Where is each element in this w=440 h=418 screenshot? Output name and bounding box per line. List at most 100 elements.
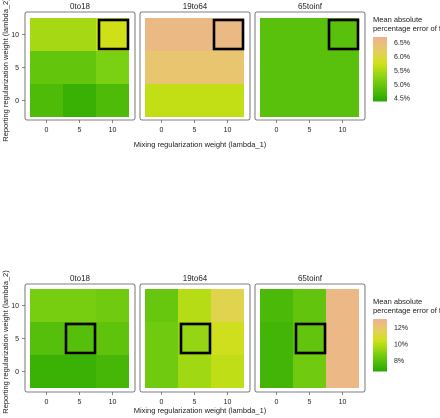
legend-swatch (373, 319, 387, 322)
y-tick-label: 0 (15, 369, 19, 376)
legend-title-line-2: percentage error of fit (373, 24, 440, 33)
legend-swatch (373, 39, 387, 43)
legend-swatch (373, 321, 387, 324)
legend-tick-label: 6.5% (394, 40, 410, 47)
x-tick-label: 10 (109, 127, 117, 134)
legend-title-line-1: Mean absolute (373, 15, 422, 24)
highlight-box (179, 322, 212, 355)
x-tick-label: 10 (109, 399, 117, 406)
cell-x10-y0 (96, 355, 129, 388)
legend-swatch (373, 66, 387, 70)
legend-swatch (373, 334, 387, 337)
legend-swatch (373, 55, 387, 59)
x-tick-label: 5 (78, 127, 82, 134)
cell-x10-y0 (211, 355, 244, 388)
x-axis-label: Mixing regularization weight (lambda_1) (134, 140, 267, 149)
legend-swatch (373, 336, 387, 339)
panel-65toinf: 65toinf 0 5 10 (254, 274, 366, 406)
legend-swatch (373, 368, 387, 372)
legend-swatch (373, 347, 387, 350)
legend-swatch (373, 362, 387, 365)
legend-swatch (373, 327, 387, 331)
cell-x5-y5 (293, 51, 326, 84)
cell-x10-y10 (326, 18, 359, 51)
cell-x10-y0 (211, 84, 244, 117)
legend-swatch (373, 345, 387, 348)
legend-swatch (373, 74, 387, 78)
legend-swatch (373, 364, 387, 368)
x-tick-label: 5 (78, 399, 82, 406)
cell-x0-y0 (260, 84, 293, 117)
cell-x5-y5 (178, 51, 211, 84)
legend-swatch (373, 53, 387, 57)
legend-swatch (373, 349, 387, 352)
legend-swatch (373, 340, 387, 344)
panel-title: 65toinf (298, 274, 323, 283)
legend-swatch (373, 353, 387, 357)
highlight-box (64, 322, 97, 355)
panel-19to64: 19to64 0 5 10 (139, 274, 251, 406)
cell-x5-y0 (63, 355, 96, 388)
cell-x0-y10 (145, 18, 178, 51)
legend-tick-label: 10% (394, 341, 408, 348)
x-tick-label: 0 (275, 127, 279, 134)
legend-swatch (373, 366, 387, 370)
y-tick-label: 10 (11, 32, 19, 39)
legend-swatch (373, 79, 387, 83)
legend-title-line-1: Mean absolute (373, 297, 422, 306)
panel-0to18: 0to18 0 5 10 (24, 2, 136, 134)
heatmap-block-1: 0to18 0 5 10 19to64 0 5 10 65toinf 0 5 10 0 5 10 Mixing… (1, 0, 440, 149)
legend-swatch (373, 63, 387, 67)
y-tick-label: 5 (15, 336, 19, 343)
legend-swatch (373, 71, 387, 75)
legend-swatch (373, 45, 387, 49)
legend-swatch (373, 47, 387, 51)
panel-title: 19to64 (183, 2, 208, 11)
cell-x5-y10 (178, 18, 211, 51)
legend-swatch (373, 338, 387, 342)
cell-x10-y5 (211, 322, 244, 355)
cell-x10-y5 (96, 51, 129, 84)
cell-x5-y10 (293, 289, 326, 322)
cell-x10-y5 (211, 51, 244, 84)
cell-x0-y5 (30, 51, 63, 84)
highlight-box (294, 322, 327, 355)
cell-x0-y0 (145, 84, 178, 117)
cell-x10-y0 (326, 355, 359, 388)
cell-x0-y10 (145, 289, 178, 322)
cell-x5-y5 (178, 322, 211, 355)
x-tick-label: 10 (224, 127, 232, 134)
cell-x5-y0 (293, 84, 326, 117)
cell-x0-y5 (260, 322, 293, 355)
x-tick-label: 0 (160, 399, 164, 406)
cell-x10-y0 (326, 84, 359, 117)
cell-x10-y10 (96, 18, 129, 51)
panel-0to18: 0to18 0 5 10 (24, 274, 136, 406)
cell-x5-y10 (178, 289, 211, 322)
legend-swatch (373, 325, 387, 329)
panel-title: 65toinf (298, 2, 323, 11)
x-tick-label: 10 (339, 127, 347, 134)
legend-swatch (373, 90, 387, 94)
cell-x5-y10 (63, 289, 96, 322)
legend-tick-label: 5.5% (394, 68, 410, 75)
cell-x0-y5 (260, 51, 293, 84)
x-tick-label: 5 (193, 399, 197, 406)
panel-title: 0to18 (70, 274, 91, 283)
cell-x0-y0 (260, 355, 293, 388)
x-tick-label: 0 (45, 127, 49, 134)
cell-x10-y10 (96, 289, 129, 322)
legend-tick-label: 8% (394, 358, 404, 365)
legend-swatch (373, 355, 387, 359)
cell-x5-y10 (293, 18, 326, 51)
legend-tick-label: 4.5% (394, 96, 410, 103)
x-tick-label: 0 (160, 127, 164, 134)
legend-swatch (373, 82, 387, 86)
panel-19to64: 19to64 0 5 10 (139, 2, 251, 134)
legend-swatch (373, 58, 387, 62)
cell-x0-y0 (30, 84, 63, 117)
y-tick-label: 0 (15, 98, 19, 105)
legend-swatch (373, 360, 387, 363)
